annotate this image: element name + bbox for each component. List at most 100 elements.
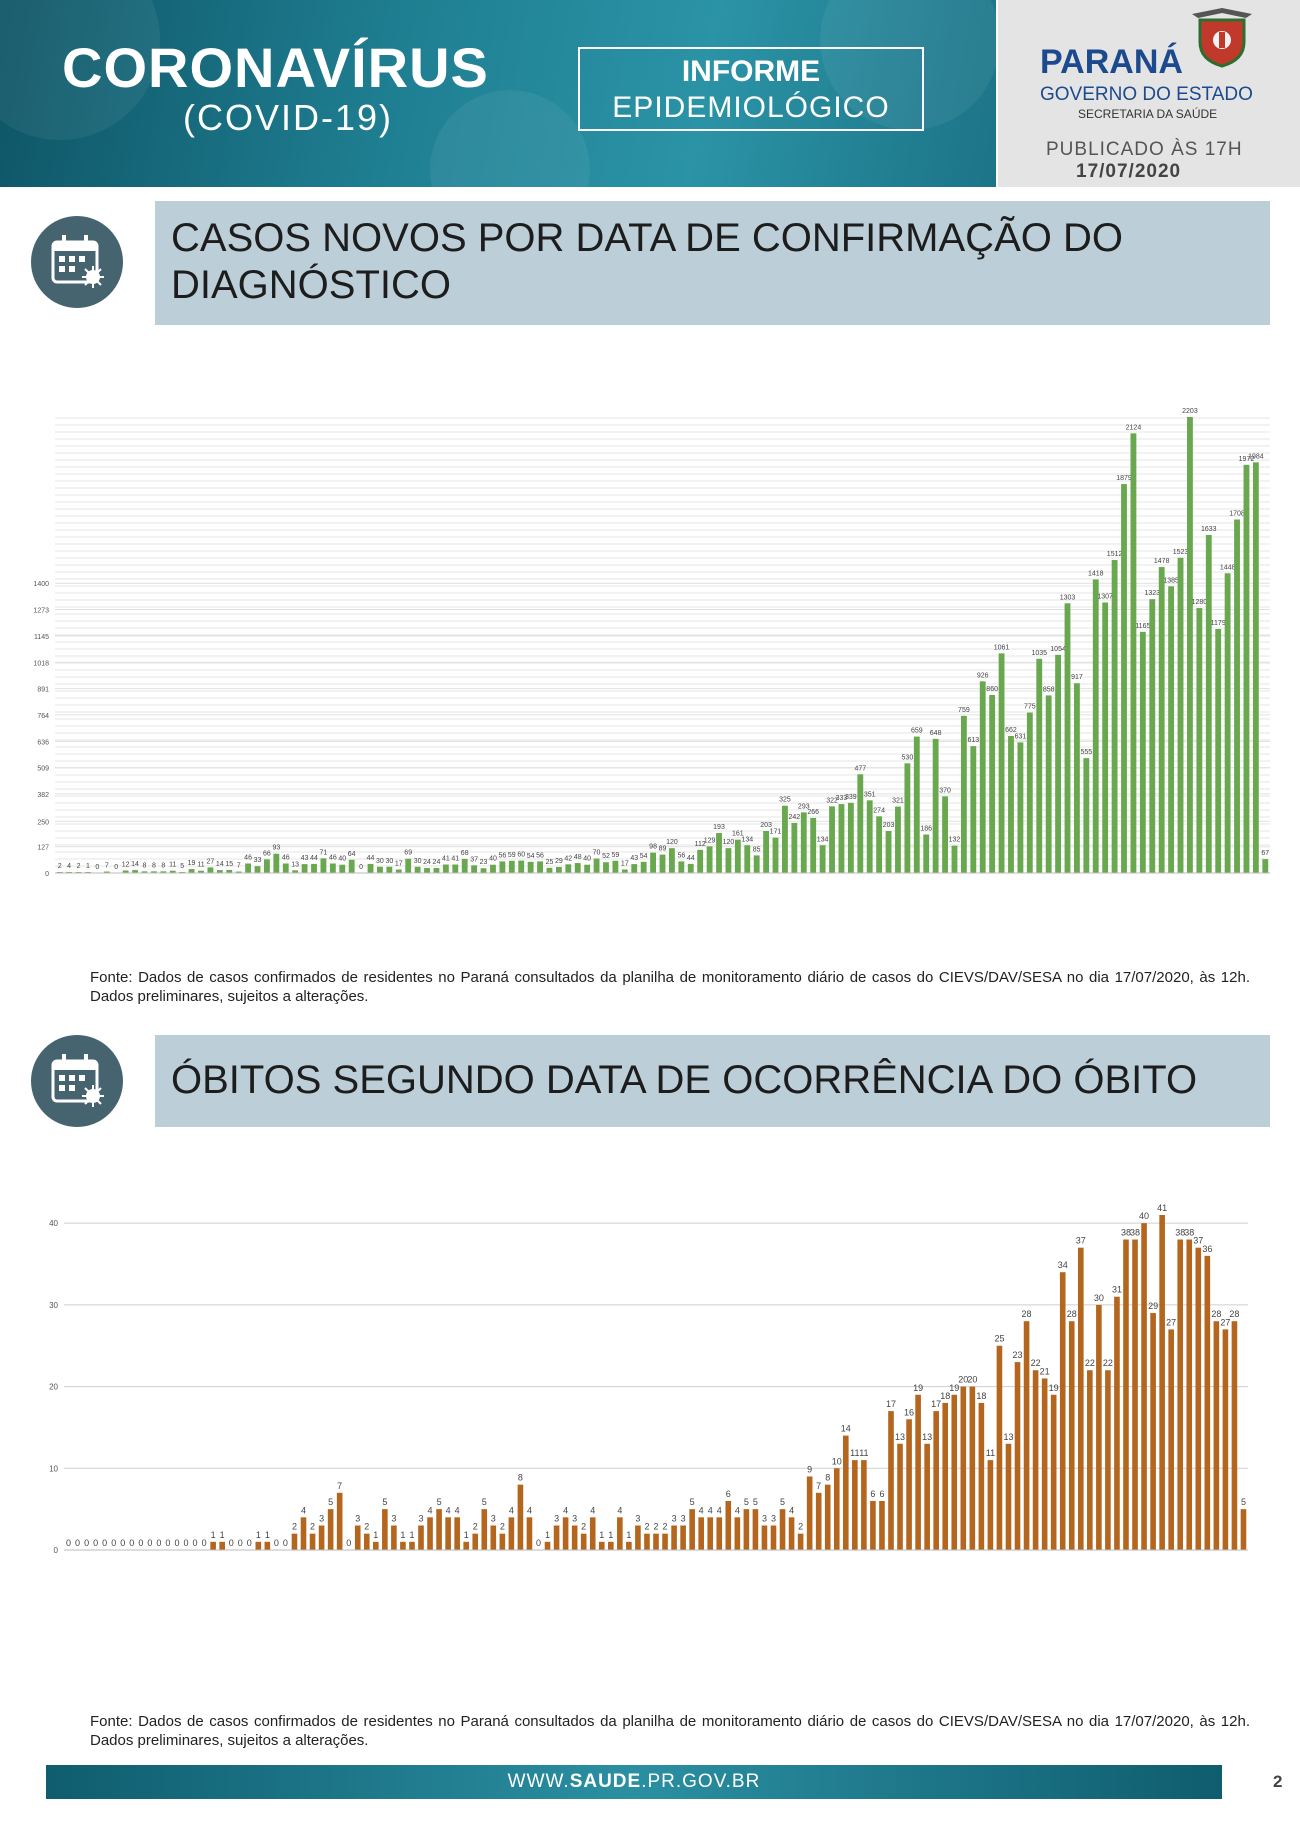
bar: [1234, 519, 1240, 873]
data-label: 28: [1067, 1309, 1077, 1319]
y-tick-label: 1145: [34, 634, 49, 641]
bar: [970, 746, 977, 873]
data-label: 3: [762, 1513, 767, 1523]
data-label: 0: [84, 1538, 89, 1548]
bar: [716, 833, 722, 873]
data-label: 1523: [1173, 549, 1189, 556]
bar: [452, 864, 459, 873]
bar: [969, 1386, 976, 1550]
data-label: 28: [1229, 1309, 1239, 1319]
bar: [626, 1541, 632, 1550]
data-label: 0: [111, 1538, 116, 1548]
bar: [1130, 433, 1137, 873]
data-label: 0: [156, 1538, 161, 1548]
data-label: 11: [850, 1448, 859, 1458]
bar: [198, 870, 204, 873]
bar: [706, 846, 713, 873]
data-label: 0: [229, 1538, 234, 1548]
bar: [847, 802, 854, 873]
parana-crest-icon: [1192, 8, 1252, 68]
data-label: 0: [193, 1538, 198, 1548]
bar: [707, 1517, 714, 1550]
report-type-box: INFORME EPIDEMIOLÓGICO: [578, 47, 924, 131]
bar: [833, 1468, 840, 1550]
bar: [580, 1533, 587, 1550]
data-label: 15: [225, 861, 233, 868]
data-label: 1: [400, 1530, 405, 1540]
data-label: 54: [527, 853, 535, 860]
bar: [363, 1533, 370, 1550]
bar: [876, 816, 883, 873]
data-label: 325: [779, 797, 791, 804]
bar: [662, 1533, 668, 1550]
data-label: 8: [143, 862, 147, 869]
bar: [1159, 1215, 1165, 1550]
y-tick-label: 20: [49, 1383, 58, 1392]
data-label: 70: [593, 850, 601, 857]
data-label: 40: [338, 856, 346, 863]
data-label: 38: [1184, 1228, 1194, 1238]
data-label: 120: [666, 839, 678, 846]
bar: [235, 871, 242, 873]
data-label: 2: [292, 1522, 297, 1532]
data-label: 5: [753, 1497, 758, 1507]
data-label: 11: [169, 862, 176, 869]
data-label: 242: [789, 814, 801, 821]
data-label: 54: [640, 853, 648, 860]
data-label: 1307: [1097, 593, 1113, 600]
data-label: 5: [780, 1497, 785, 1507]
data-label: 20: [967, 1375, 977, 1385]
data-label: 129: [704, 837, 716, 844]
y-tick-label: 1273: [33, 608, 49, 615]
bar: [1068, 1321, 1075, 1550]
bar: [753, 855, 760, 873]
data-label: 0: [93, 1538, 98, 1548]
bar: [1187, 417, 1193, 873]
bar: [932, 738, 939, 873]
bar: [1105, 1370, 1111, 1550]
data-label: 52: [602, 853, 610, 860]
bar: [819, 845, 826, 873]
data-label: 339: [845, 794, 857, 801]
bar: [852, 1460, 858, 1550]
bar: [1215, 628, 1222, 873]
data-label: 3: [554, 1513, 559, 1523]
bar: [1073, 683, 1080, 873]
bar: [320, 858, 327, 873]
bar: [1114, 1296, 1120, 1550]
y-tick-label: 30: [49, 1301, 58, 1310]
bar: [631, 864, 638, 873]
bar: [427, 1517, 433, 1550]
data-label: 203: [760, 822, 772, 829]
data-label: 43: [301, 855, 309, 862]
section-title-cases: CASOS NOVOS POR DATA DE CONFIRMAÇÃO DO D…: [155, 201, 1270, 325]
bar: [1014, 1362, 1021, 1550]
data-label: 926: [977, 672, 989, 679]
bar: [518, 860, 525, 873]
bar: [895, 806, 901, 873]
data-label: 41: [451, 856, 459, 863]
data-label: 0: [247, 1538, 252, 1548]
data-label: 6: [870, 1489, 875, 1499]
data-label: 4: [563, 1505, 568, 1515]
y-tick-label: 382: [37, 792, 49, 799]
bar: [1204, 1255, 1211, 1550]
bar: [857, 774, 864, 873]
bar: [219, 1541, 225, 1550]
data-label: 41: [1157, 1203, 1167, 1213]
data-label: 7: [337, 1481, 342, 1491]
data-label: 917: [1071, 674, 1083, 681]
data-label: 19: [949, 1383, 959, 1393]
data-label: 1879: [1116, 475, 1132, 482]
data-label: 0: [147, 1538, 152, 1548]
bar: [517, 1484, 524, 1550]
y-tick-label: 509: [37, 766, 49, 773]
data-label: 18: [976, 1391, 986, 1401]
data-label: 22: [1103, 1358, 1113, 1368]
data-label: 5: [1241, 1497, 1246, 1507]
data-label: 3: [635, 1513, 640, 1523]
bar: [377, 866, 383, 873]
data-label: 46: [329, 854, 337, 861]
data-label: 8: [152, 862, 156, 869]
bar: [480, 868, 487, 873]
